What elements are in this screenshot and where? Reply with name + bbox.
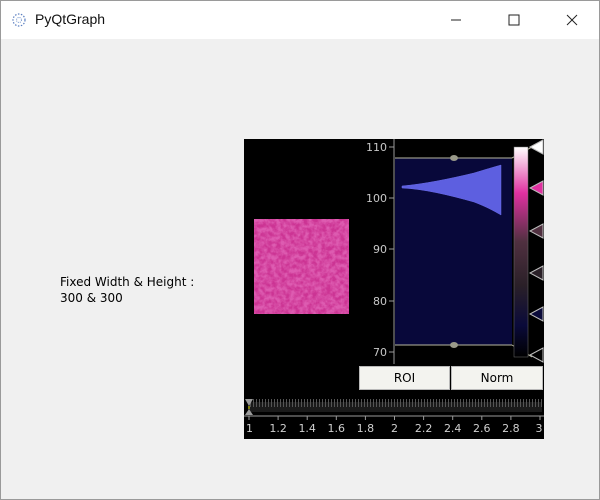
timeline-tick-label: 1 — [246, 422, 253, 435]
level-min-handle[interactable] — [450, 342, 458, 348]
timeline-tick-label: 3 — [536, 422, 543, 435]
gradient-ticks[interactable] — [528, 139, 544, 363]
timeline-tick-label: 2.6 — [473, 422, 491, 435]
axis-tick-70: 70 — [373, 346, 387, 359]
timeline-tick-label: 1.8 — [357, 422, 375, 435]
timeline-tick-label: 1.4 — [298, 422, 316, 435]
gradient-tick-dark-mauve[interactable] — [528, 265, 544, 281]
maximize-button[interactable] — [491, 1, 537, 39]
close-icon — [566, 14, 578, 26]
histogram-plot — [401, 164, 502, 216]
gradient-tick-navy[interactable] — [528, 306, 544, 322]
size-label: Fixed Width & Height : 300 & 300 — [60, 275, 195, 305]
timeline-tick-label: 2.4 — [444, 422, 462, 435]
noise-image[interactable] — [254, 219, 349, 314]
gradient-tick-white[interactable] — [528, 139, 544, 155]
timeline-tick-label: 2.8 — [502, 422, 520, 435]
minimize-button[interactable] — [433, 1, 479, 39]
axis-tick-100: 100 — [366, 192, 387, 205]
norm-button[interactable]: Norm — [451, 366, 543, 390]
axis-tick-90: 90 — [373, 243, 387, 256]
timeline-axis-ticks: 1 1.2 1.4 1.6 1.8 2 2.2 2.4 2.6 2.8 3 — [246, 416, 543, 435]
histogram-axis-ticks — [389, 146, 394, 353]
timeline-tick-label: 2.2 — [415, 422, 433, 435]
window-title: PyQtGraph — [35, 11, 106, 27]
gradient-tick-magenta[interactable] — [528, 180, 544, 196]
title-bar: PyQtGraph — [1, 1, 599, 39]
timeline-time-marker-top[interactable] — [245, 399, 253, 406]
gradient-tick-mauve[interactable] — [528, 223, 544, 239]
axis-tick-110: 110 — [366, 141, 387, 154]
image-view-widget[interactable]: 110 100 90 80 70 — [244, 139, 544, 439]
histogram-panel[interactable]: 110 100 90 80 70 — [244, 139, 544, 369]
minimize-icon — [451, 19, 461, 21]
timeline-tick-label: 1.2 — [269, 422, 287, 435]
timeline-tick-label: 1.6 — [328, 422, 346, 435]
maximize-icon — [508, 14, 520, 26]
timeline-slider[interactable]: 1 1.2 1.4 1.6 1.8 2 2.2 2.4 2.6 2.8 3 — [244, 399, 544, 439]
pyqtgraph-logo-icon — [12, 13, 26, 27]
gradient-tick-black[interactable] — [528, 347, 544, 363]
timeline-tick-label: 2 — [391, 422, 398, 435]
roi-button[interactable]: ROI — [359, 366, 450, 390]
timeline-frame-ticks — [248, 399, 542, 412]
timeline-time-marker[interactable] — [245, 409, 253, 415]
axis-tick-80: 80 — [373, 295, 387, 308]
close-button[interactable] — [549, 1, 595, 39]
gradient-editor-bar[interactable] — [513, 146, 529, 358]
level-max-handle[interactable] — [450, 155, 458, 161]
